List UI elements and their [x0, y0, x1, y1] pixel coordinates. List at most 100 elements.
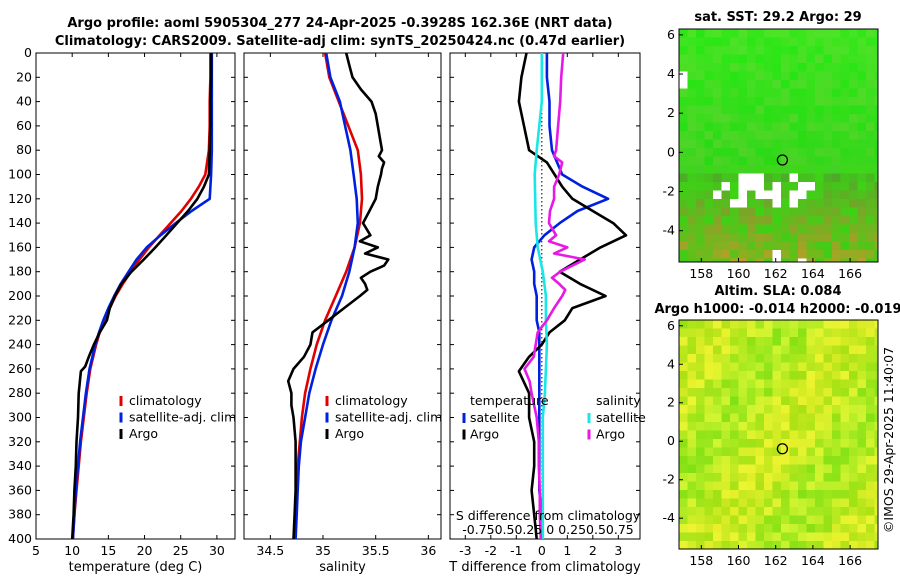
map-cell	[747, 507, 756, 516]
map-cell	[857, 122, 867, 132]
map-cell	[679, 473, 688, 482]
map-cell	[713, 182, 722, 191]
map-cell	[806, 371, 816, 380]
map-cell	[815, 37, 824, 47]
map-cell	[738, 224, 748, 234]
map-cell	[806, 345, 816, 355]
map-cell	[781, 182, 790, 191]
map-cell	[704, 46, 714, 55]
map-cell	[815, 532, 824, 542]
y-tick-label: 280	[8, 385, 32, 400]
map-cell	[789, 131, 799, 140]
map-cell	[866, 190, 875, 200]
map-cell	[747, 80, 756, 89]
map-cell	[849, 473, 858, 482]
map-cell	[772, 328, 782, 338]
map-cell	[764, 37, 773, 47]
map-cell	[857, 63, 867, 72]
map-cell	[798, 29, 807, 38]
map-cell	[840, 379, 850, 389]
map-cell	[747, 337, 756, 346]
map-cell	[713, 481, 722, 491]
map-cell	[840, 250, 850, 259]
map-cell	[874, 362, 879, 372]
map-cell	[713, 354, 722, 363]
map-cell	[806, 88, 816, 98]
map-cell	[730, 371, 739, 380]
map-cell	[721, 37, 731, 47]
map-cell	[696, 320, 705, 329]
map-cell	[857, 182, 867, 191]
map-cell	[687, 337, 697, 346]
map-cell	[764, 173, 773, 183]
map-cell	[823, 165, 833, 174]
map-cell	[789, 250, 799, 259]
map-cell	[772, 105, 782, 115]
map-cell	[840, 328, 850, 338]
map-cell	[857, 439, 867, 448]
map-cell	[679, 97, 688, 106]
map-cell	[721, 88, 731, 98]
map-cell	[738, 320, 748, 329]
map-cell	[738, 413, 748, 423]
map-cell	[815, 337, 824, 346]
legend-label: satellite-adj. clim	[335, 410, 442, 425]
map-cell	[798, 473, 807, 482]
map-cell	[832, 473, 841, 482]
map-cell	[764, 524, 773, 533]
map-cell	[738, 430, 748, 440]
map-cell	[713, 190, 722, 200]
map-cell	[781, 473, 790, 482]
map-cell	[738, 258, 748, 263]
map-cell	[832, 328, 841, 338]
map-cell	[721, 190, 731, 200]
map-cell	[772, 182, 782, 191]
difference-panel: -3 -2 -1 0 1 2 3 T difference from climatology S…	[448, 52, 646, 575]
map-cell	[679, 37, 688, 47]
map-cell	[704, 199, 714, 208]
map-cell	[789, 80, 799, 89]
map-cell	[696, 63, 705, 72]
map-cell	[798, 139, 807, 149]
map-cell	[772, 63, 782, 72]
map-cell	[823, 156, 833, 166]
map-cell	[747, 63, 756, 72]
map-cell	[704, 165, 714, 174]
map-cell	[747, 199, 756, 208]
legend-label: satellite	[470, 410, 520, 425]
map-cell	[874, 207, 879, 217]
map-cell	[772, 190, 782, 200]
map-cell	[687, 439, 697, 448]
map-cell	[687, 114, 697, 123]
map-cell	[815, 371, 824, 380]
map-cell	[815, 190, 824, 200]
map-cell	[772, 515, 782, 525]
map-cell	[730, 515, 739, 525]
map-cell	[704, 224, 714, 234]
map-cell	[874, 224, 879, 234]
map-cell	[687, 320, 697, 329]
map-cell	[772, 422, 782, 431]
map-cell	[832, 422, 841, 431]
map-cell	[823, 354, 833, 363]
map-cell	[874, 250, 879, 259]
map-cell	[857, 71, 867, 81]
map-cell	[687, 46, 697, 55]
map-cell	[798, 63, 807, 72]
map-cell	[772, 71, 782, 81]
map-cell	[764, 71, 773, 81]
map-cell	[849, 156, 858, 166]
map-cell	[713, 320, 722, 329]
map-cell	[764, 362, 773, 372]
map-cell	[764, 148, 773, 157]
map-cell	[704, 250, 714, 259]
map-cell	[874, 165, 879, 174]
map-cell	[679, 182, 688, 191]
map-cell	[687, 371, 697, 380]
map-cell	[806, 241, 816, 251]
map-cell	[755, 337, 765, 346]
map-cell	[857, 148, 867, 157]
map-cell	[704, 481, 714, 491]
map-cell	[738, 532, 748, 542]
map-cell	[764, 320, 773, 329]
